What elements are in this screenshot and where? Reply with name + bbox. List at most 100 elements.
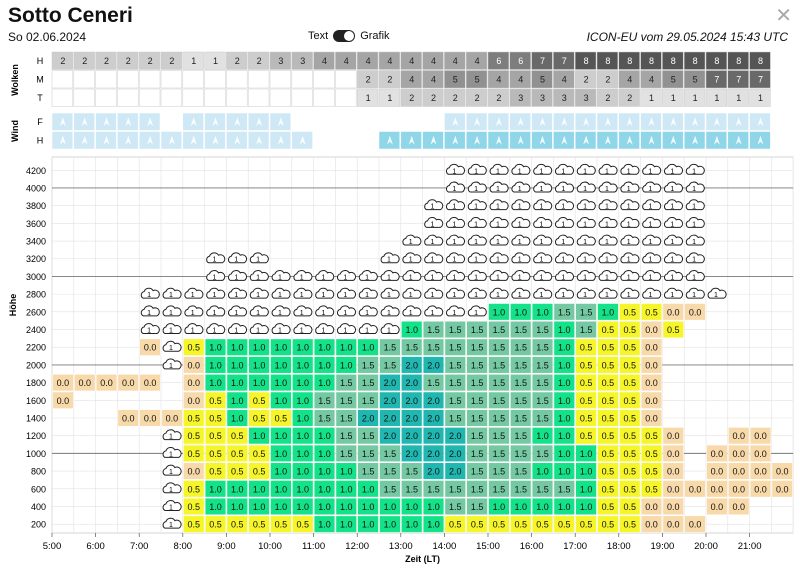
thermal-cell-value: 1.0 (405, 520, 418, 530)
cloud-cell (95, 70, 117, 89)
thermal-cell-value: 1.5 (449, 396, 462, 406)
thermal-cell (422, 391, 445, 409)
cloud-cell (182, 70, 204, 89)
thermal-cell-value: 0.0 (667, 307, 680, 317)
y-axis-label: Höhe (8, 294, 18, 317)
thermal-cell (248, 356, 270, 374)
wind-arrow-icon (670, 117, 677, 127)
cloud-cell (574, 70, 597, 89)
wind-arrow-icon (234, 135, 241, 145)
cloud-icon-number: 1 (496, 186, 500, 193)
cloud-icon-number: 1 (496, 221, 500, 228)
cloud-icon (271, 270, 291, 281)
thermal-cell-value: 0.5 (602, 325, 615, 335)
toggle-graphic-label[interactable]: Grafik (360, 30, 390, 42)
thermal-cell (313, 373, 336, 392)
cloud-cell (400, 70, 422, 89)
thermal-cell (640, 462, 663, 480)
thermal-cell-value: 1.0 (558, 378, 571, 388)
thermal-cell (183, 338, 205, 356)
thermal-cell (248, 480, 270, 498)
thermal-cell-value: 2.0 (405, 396, 418, 406)
cloud-icon (533, 234, 553, 246)
thermal-cell (444, 391, 466, 409)
thermal-cell-value: 0.5 (602, 502, 615, 512)
cloud-cell (509, 70, 531, 89)
thermal-cell-value: 0.5 (623, 520, 636, 530)
cloud-cell-value: 2 (126, 56, 131, 66)
cloud-icon-number: 1 (670, 186, 674, 193)
cloud-cell (465, 70, 488, 89)
cloud-icon (293, 323, 313, 335)
thermal-cell-value: 0.0 (732, 484, 745, 494)
thermal-cell-value: 1.0 (514, 307, 527, 317)
cloud-cell (73, 88, 95, 107)
cloud-cell-value: 2 (387, 75, 392, 85)
x-tick-label: 11:00 (302, 541, 325, 552)
thermal-cell (400, 497, 423, 516)
thermal-cell (466, 409, 488, 427)
cloud-cell (553, 88, 575, 107)
thermal-cell (422, 409, 445, 427)
thermal-cell-value: 0.0 (57, 378, 70, 388)
toggle-text-label[interactable]: Text (308, 30, 329, 42)
thermal-cell (139, 338, 161, 356)
thermal-cell (204, 391, 227, 409)
thermal-cell (400, 320, 423, 339)
thermal-cell (313, 427, 336, 445)
thermal-cell (509, 480, 532, 498)
thermal-cell (597, 356, 619, 374)
thermal-cell (291, 356, 314, 374)
x-axis-label: Zeit (LT) (405, 554, 440, 564)
cloud-icon (162, 500, 182, 511)
cloud-cell (465, 51, 488, 70)
cloud-icon (620, 287, 640, 299)
cloud-icon-number: 1 (583, 186, 587, 193)
cloud-icon (402, 287, 422, 299)
cloud-icon (228, 323, 248, 335)
thermal-cell-value: 0.5 (623, 431, 636, 441)
thermal-cell-value: 1.0 (296, 484, 309, 494)
cloud-icon-number: 1 (169, 487, 173, 494)
cloud-icon-number: 1 (234, 328, 238, 335)
close-icon[interactable]: ✕ (775, 5, 792, 27)
thermal-cell-value: 2.0 (427, 413, 440, 423)
thermal-cell-value: 1.0 (318, 360, 331, 370)
thermal-cell (466, 391, 488, 409)
thermal-cell-value: 0.5 (187, 449, 200, 459)
cloud-icon-number: 1 (387, 292, 391, 299)
cloud-icon (664, 234, 684, 246)
thermal-cell-value: 1.0 (493, 307, 506, 317)
thermal-cell (488, 515, 510, 533)
wind-arrow-icon (713, 117, 720, 127)
thermal-cell (618, 462, 641, 480)
cloud-icon-number: 1 (322, 310, 326, 317)
cloud-cell (531, 88, 553, 107)
wind-arrow-icon (583, 117, 590, 127)
thermal-cell (270, 497, 292, 516)
thermal-cell-value: 1.0 (275, 396, 288, 406)
cloud-cell-value: 1 (693, 93, 698, 103)
thermal-cell (553, 303, 576, 321)
thermal-cell (575, 338, 597, 356)
cloud-icon-number: 1 (169, 504, 173, 511)
wind-cell (335, 131, 357, 150)
thermal-cell (313, 515, 336, 533)
thermal-cell (553, 427, 576, 445)
thermal-cell-value: 0.5 (602, 413, 615, 423)
cloud-icon (358, 287, 378, 299)
cloud-icon (162, 482, 182, 494)
cloud-icon-number: 1 (474, 168, 478, 175)
thermal-cell (313, 497, 336, 516)
view-toggle[interactable]: Text Grafik (308, 30, 390, 42)
cloud-icon (140, 305, 160, 317)
thermal-cell (335, 391, 357, 409)
thermal-cell (509, 497, 532, 516)
cloud-cell-value: 2 (431, 93, 436, 103)
thermal-cell (270, 409, 292, 427)
thermal-cell (204, 338, 227, 356)
wind-arrow-icon (168, 135, 175, 145)
thermal-cell (52, 391, 74, 409)
toggle-switch[interactable] (333, 30, 356, 42)
cloud-cell (51, 70, 74, 89)
